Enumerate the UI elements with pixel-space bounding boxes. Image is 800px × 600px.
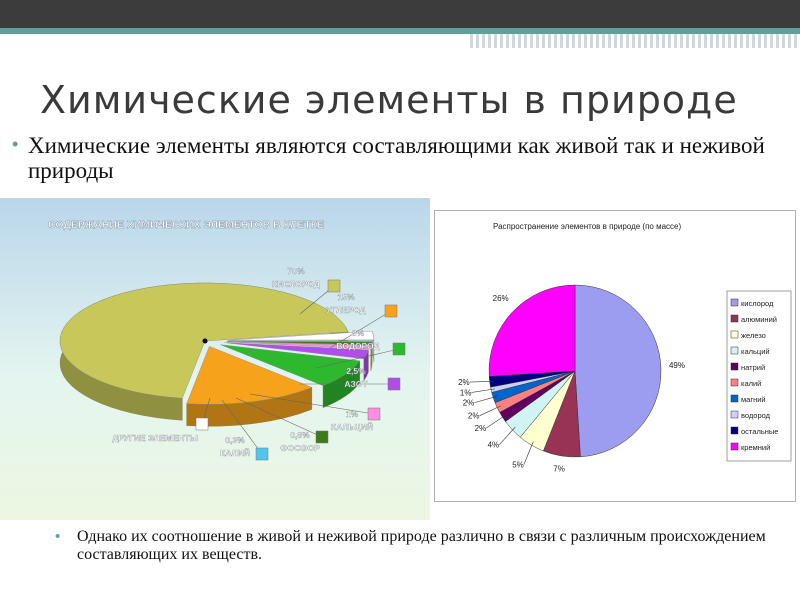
data-label-value-1: 15% [337, 292, 354, 302]
legend-label-8: остальные [741, 427, 778, 436]
nature-elements-chart-panel: Распространение элементов в природе (по … [434, 210, 796, 502]
legend-swatch-2 [392, 342, 406, 356]
pie-center-dot [202, 338, 208, 344]
leader-line-2 [523, 441, 534, 465]
legend-swatch-0 [730, 298, 739, 307]
leader-line-3 [499, 426, 516, 445]
pie-slice-slice-6 [226, 340, 373, 342]
nature-elements-pie-chart: Распространение элементов в природе (по … [458, 222, 792, 474]
leader-line-6 [221, 399, 263, 455]
slide-top-bar [0, 0, 800, 28]
leader-line-4 [486, 414, 506, 429]
data-label-3: 4% [488, 441, 500, 450]
leader-line-7 [471, 388, 496, 393]
legend-swatch-7 [195, 417, 209, 431]
legend-label-6: магний [741, 395, 766, 404]
data-label-value-5: 0,8% [290, 430, 310, 440]
bullet-icon: • [12, 134, 19, 154]
legend-label-5: калий [741, 379, 761, 388]
leader-line-1 [329, 310, 392, 349]
data-label-name-3: АЗОТ [344, 379, 368, 389]
legend-swatch-4 [367, 407, 381, 421]
cell-elements-pie-chart: СОДЕРЖАНИЕ ХИМИЧЕСКИХ ЭЛЕМЕНТОВ В КЛЕТКЕ… [48, 219, 406, 461]
pie-slice-0 [574, 284, 662, 458]
data-label-4: 2% [475, 424, 487, 433]
leader-line-4 [249, 393, 375, 415]
pie-slice-slice-7 [228, 330, 375, 341]
slide-stripe-decoration [470, 34, 800, 48]
data-label-value-6: 0,3% [225, 435, 245, 445]
leader-line-5 [235, 397, 323, 438]
pie-slice-slice-4 [226, 341, 372, 350]
pie-slice-slice-3 [224, 342, 369, 360]
leader-line-6 [474, 396, 498, 403]
chart-title: Распространение элементов в природе (по … [493, 222, 681, 231]
data-label-value-2: 8% [352, 328, 365, 338]
bullet-item-1: • Химические элементы являются составляю… [12, 133, 792, 183]
pie-slice-9 [488, 284, 576, 377]
pie-slice-slice-2 [220, 344, 361, 386]
legend-label-3: кальций [741, 347, 770, 356]
legend-swatch-3 [387, 377, 401, 391]
legend-swatch-7 [730, 410, 739, 419]
legend-swatch-4 [730, 362, 739, 371]
data-label-value-0: 70% [287, 266, 304, 276]
pie-slice-slice-1 [186, 346, 313, 405]
data-label-5: 2% [468, 412, 480, 421]
data-label-name-0: КИСЛОРОД [272, 279, 320, 289]
cell-elements-chart-panel: СОДЕРЖАНИЕ ХИМИЧЕСКИХ ЭЛЕМЕНТОВ В КЛЕТКЕ… [0, 198, 430, 520]
data-label-2: 5% [512, 460, 524, 469]
legend-swatch-9 [730, 442, 739, 451]
legend-label-0: кислород [741, 299, 774, 308]
data-label-0: 49% [669, 361, 685, 370]
legend-swatch-3 [730, 346, 739, 355]
data-label-name-6: КАЛИЙ [220, 447, 250, 458]
data-label-name-2: ВОДОРОД [336, 341, 379, 351]
bullet-icon: • [55, 528, 61, 545]
leader-line-2 [315, 348, 400, 369]
data-label-name-1: УГЛЕРОД [326, 305, 366, 315]
legend-label-9: кремний [741, 443, 770, 452]
leader-line-5 [479, 405, 501, 416]
pie-slice-slice-5 [226, 341, 373, 346]
legend-swatch-5 [315, 430, 329, 444]
legend-swatch-8 [730, 426, 739, 435]
data-label-1: 7% [553, 465, 565, 474]
leader-line-8 [469, 380, 494, 383]
data-label-9: 26% [493, 294, 509, 303]
chart-title: СОДЕРЖАНИЕ ХИМИЧЕСКИХ ЭЛЕМЕНТОВ В КЛЕТКЕ [48, 219, 324, 231]
data-label-name-4: КАЛЬЦИЙ [331, 421, 373, 432]
legend-swatch-1 [384, 304, 398, 318]
legend-swatch-5 [730, 378, 739, 387]
data-label-name-7: ДРУГИЕ ЭЛЕМЕНТЫ [112, 433, 198, 443]
legend-label-2: железо [741, 331, 766, 340]
legend-swatch-2 [730, 330, 739, 339]
bullet-text-2: Однако их соотношение в живой и неживой … [77, 528, 766, 563]
legend-swatch-0 [327, 279, 341, 293]
data-label-value-3: 2,5% [346, 366, 366, 376]
data-label-name-5: ФОСФОР [280, 443, 320, 453]
legend-swatch-1 [730, 314, 739, 323]
bullet-item-2: • Однако их соотношение в живой и неживо… [55, 528, 775, 564]
legend-swatch-6 [730, 394, 739, 403]
slide-title: Химические элементы в природе [40, 78, 738, 122]
bullet-text-1: Химические элементы являются составляющи… [28, 133, 765, 183]
legend-label-7: водород [741, 411, 771, 420]
data-label-6: 2% [463, 399, 475, 408]
slide-accent-bar [0, 28, 800, 34]
data-label-value-4: 1% [346, 409, 359, 419]
legend-label-4: натрий [741, 363, 765, 372]
legend-swatch-6 [255, 447, 269, 461]
data-label-8: 2% [458, 378, 470, 387]
data-label-7: 1% [460, 388, 472, 397]
legend-label-1: алюминий [741, 315, 777, 324]
